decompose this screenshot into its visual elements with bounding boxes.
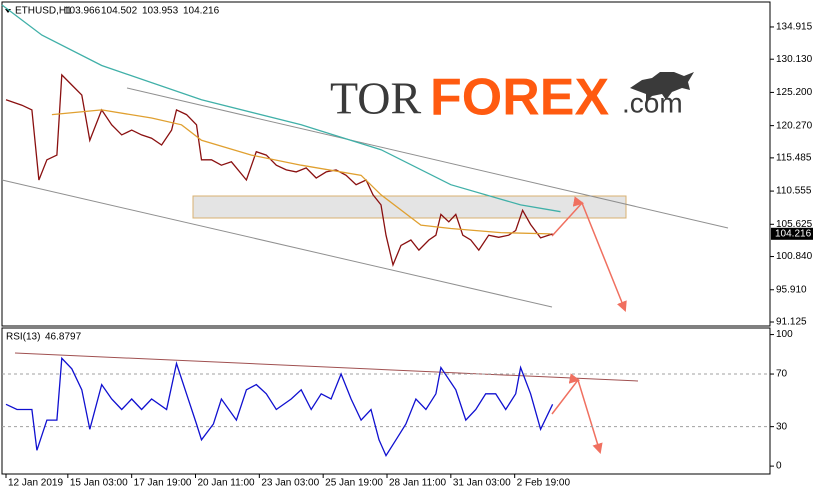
y-tick-label: 95.910 xyxy=(776,284,807,295)
rsi-trendline xyxy=(14,352,639,382)
y-tick-label: 91.125 xyxy=(776,317,807,328)
y-tick-label: 115.485 xyxy=(776,153,812,164)
ohlc-close: 104.216 xyxy=(183,6,220,17)
x-tick-label: 28 Jan 11:00 xyxy=(389,478,447,489)
y-tick-label: 105.625 xyxy=(776,219,813,230)
y-tick-label: 120.270 xyxy=(776,120,813,131)
logo-tor: TOR xyxy=(330,73,421,124)
rsi-panel xyxy=(1,327,771,475)
x-tick-label: 17 Jan 19:00 xyxy=(134,478,192,489)
y-tick-label: 100.840 xyxy=(776,251,813,262)
y-tick-label: 70 xyxy=(776,369,788,380)
last-price-box xyxy=(771,227,813,240)
logo: TOR FOREX .com xyxy=(330,69,694,127)
y-tick-label: 110.555 xyxy=(776,186,812,197)
x-tick-label: 12 Jan 2019 xyxy=(8,478,63,489)
series-line xyxy=(5,356,554,457)
y-tick-label: 30 xyxy=(776,421,788,432)
resistance-zone xyxy=(192,195,627,219)
x-tick-label: 2 Feb 19:00 xyxy=(517,478,571,489)
y-tick-label: 134.915 xyxy=(776,22,813,33)
logo-bull xyxy=(630,72,694,102)
forecast-arrow xyxy=(551,196,627,312)
channel-lower xyxy=(1,179,553,308)
x-tick-label: 15 Jan 03:00 xyxy=(70,478,128,489)
channel-upper xyxy=(126,87,729,229)
ohlc-open: 103.966 xyxy=(64,6,101,17)
rsi-value: 46.8797 xyxy=(45,332,82,343)
logo-forex: FOREX xyxy=(430,69,609,127)
ohlc-high: 104.502 xyxy=(101,6,138,17)
last-price-label: 104.216 xyxy=(775,228,812,239)
y-tick-label: 100 xyxy=(776,329,793,340)
y-tick-label: 125.200 xyxy=(776,87,813,98)
x-tick-label: 20 Jan 11:00 xyxy=(197,478,255,489)
rsi-forecast-arrow xyxy=(551,373,603,455)
rsi-label: RSI(13) xyxy=(6,332,40,343)
ohlc-low: 103.953 xyxy=(142,6,179,17)
series-line xyxy=(51,109,551,235)
x-tick-label: 31 Jan 03:00 xyxy=(453,478,511,489)
x-tick-label: 25 Jan 19:00 xyxy=(325,478,383,489)
y-tick-label: 0 xyxy=(776,461,782,472)
y-tick-label: 130.130 xyxy=(776,54,813,65)
x-tick-label: 23 Jan 03:00 xyxy=(261,478,319,489)
price-panel xyxy=(1,1,771,327)
symbol-label: ETHUSD,H1 xyxy=(15,6,72,17)
series-line xyxy=(1,4,561,213)
